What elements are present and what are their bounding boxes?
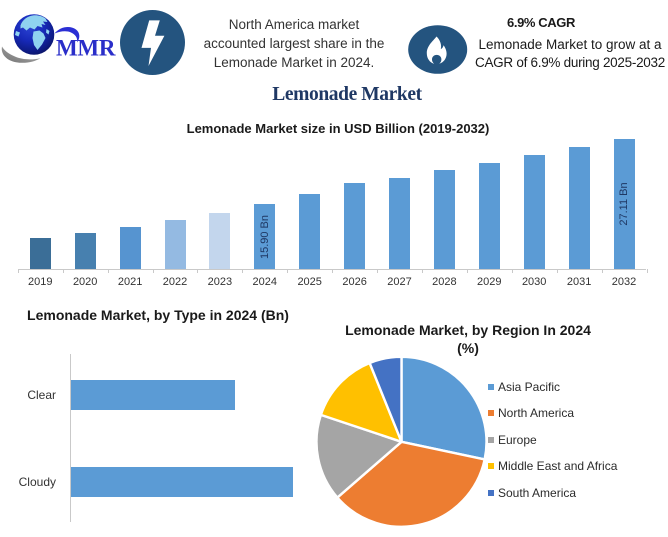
svg-text:MMR: MMR xyxy=(56,36,116,61)
